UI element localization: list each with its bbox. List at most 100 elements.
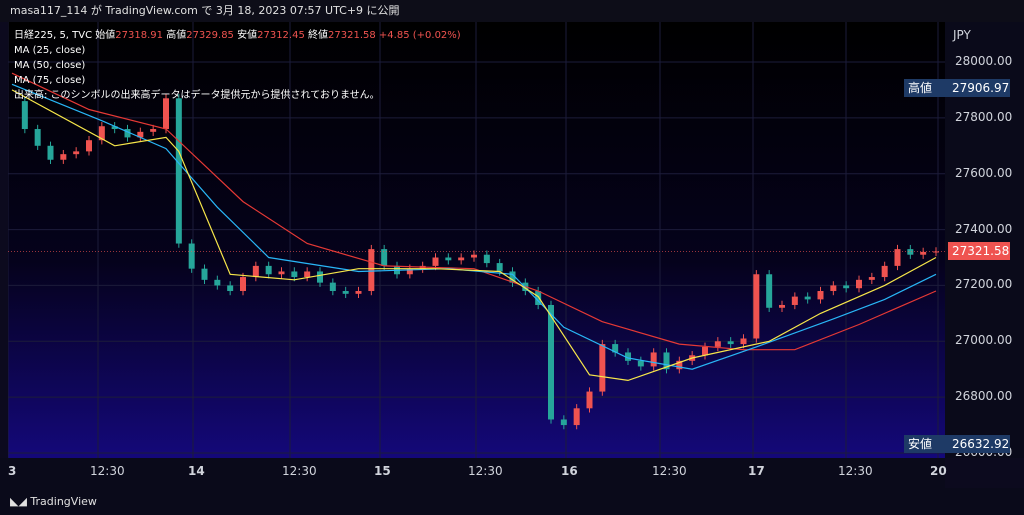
high-value: 27329.85 (186, 30, 234, 41)
candle-body (740, 338, 747, 345)
candle-body (445, 257, 452, 261)
footer (0, 488, 1024, 515)
candle-body (625, 352, 631, 361)
publish-header: masa117_114 が TradingView.com で 3月 18, 2… (0, 0, 1024, 22)
ma25-legend[interactable]: MA (25, close) (14, 45, 86, 56)
time-tick-label: 20 (930, 464, 947, 478)
time-tick-label: 12:30 (468, 464, 503, 478)
candle-body (804, 296, 811, 300)
candle-body (791, 296, 798, 305)
low-label: 安値 (237, 30, 258, 41)
candle-body (150, 129, 157, 132)
current-price-tag: 27321.58 (948, 242, 1010, 260)
price-tick-label: 27800.00 (955, 109, 1013, 124)
candle-body (124, 129, 131, 138)
candle-body (34, 129, 41, 146)
candle-body (612, 344, 619, 353)
time-tick-label: 17 (748, 464, 765, 478)
candle-body (214, 279, 221, 286)
candle-body (727, 341, 734, 345)
candle-body (406, 268, 413, 275)
candle-body (175, 98, 182, 244)
candle-body (599, 344, 606, 392)
candle-body (368, 249, 375, 292)
ma75-legend[interactable]: MA (75, close) (14, 75, 86, 86)
candle-body (676, 360, 683, 370)
candle-body (432, 257, 439, 266)
candle-body (291, 271, 298, 278)
candle-body (868, 277, 875, 280)
time-axis[interactable] (0, 458, 945, 488)
close-value: 27321.58 (328, 30, 376, 41)
candle-body (355, 291, 362, 294)
candle-body (714, 341, 721, 347)
candle-body (663, 352, 670, 370)
candle-body (188, 243, 195, 269)
price-tick-label: 27000.00 (955, 333, 1013, 348)
time-tick-label: 3 (8, 464, 17, 478)
candle-body (240, 277, 246, 292)
chart-legend: 日経225, 5, TVC 始値27318.91 高値27329.85 安値27… (14, 28, 461, 103)
candle-body (573, 408, 580, 426)
candle-body (86, 140, 92, 152)
candle-body (304, 271, 311, 278)
candle-body (317, 271, 323, 283)
candle-body (637, 360, 644, 367)
candle-body (856, 279, 862, 289)
time-tick-label: 14 (188, 464, 205, 478)
time-tick-label: 12:30 (90, 464, 125, 478)
low-value: 27312.45 (257, 30, 305, 41)
candle-body (60, 154, 67, 160)
ma75-line (11, 72, 937, 351)
candle-body (907, 249, 914, 255)
ohlc-row: 日経225, 5, TVC 始値27318.91 高値27329.85 安値27… (14, 28, 461, 43)
candle-body (843, 285, 850, 289)
candle-body (265, 265, 272, 275)
candle-body (920, 251, 927, 255)
candle-body (381, 249, 388, 266)
price-tick-label: 27400.00 (955, 221, 1013, 236)
candle-body (252, 265, 259, 278)
time-tick-label: 15 (374, 464, 391, 478)
change-value: +4.85 (+0.02%) (378, 30, 461, 41)
candle-body (766, 274, 773, 308)
time-tick-label: 12:30 (838, 464, 873, 478)
candle-body (98, 126, 105, 141)
price-tick-label: 27600.00 (955, 165, 1013, 180)
high-label: 高値 (166, 30, 187, 41)
candle-body (702, 346, 708, 356)
chart-pane[interactable] (8, 22, 945, 458)
open-label: 始値 (95, 30, 116, 41)
tradingview-logo[interactable]: ◣◢ TradingView (10, 495, 97, 508)
candle-body (342, 291, 349, 294)
candle-body (137, 131, 144, 138)
publish-info: masa117_114 が TradingView.com で 3月 18, 2… (10, 4, 400, 17)
candle-body (47, 145, 54, 160)
candle-body (881, 265, 888, 278)
candle-body (535, 291, 542, 305)
currency-label: JPY (953, 28, 971, 42)
time-tick-label: 12:30 (652, 464, 687, 478)
time-tick-label: 12:30 (282, 464, 317, 478)
candle-body (830, 285, 837, 292)
candle-body (201, 268, 208, 280)
ma25-line (11, 89, 937, 382)
candle-body (163, 98, 169, 130)
price-tick-label: 27200.00 (955, 277, 1013, 292)
symbol-label: 日経225, 5, TVC (14, 30, 93, 41)
candle-body (817, 291, 824, 300)
candle-body (278, 271, 285, 275)
price-chart-svg[interactable] (8, 22, 945, 458)
candle-body (471, 254, 477, 258)
candle-body (496, 263, 503, 272)
volume-note: 出来高: このシンボルの出来高データはデータ提供元から提供されておりません。 (14, 90, 380, 101)
ma50-legend[interactable]: MA (50, close) (14, 60, 86, 71)
price-tick-label: 28000.00 (955, 54, 1013, 68)
candle-body (548, 304, 554, 420)
open-value: 27318.91 (115, 30, 164, 41)
price-tick-label: 26800.00 (955, 389, 1013, 404)
low-tag-label: 安値 (904, 435, 950, 453)
close-label: 終値 (308, 30, 329, 41)
candle-body (329, 282, 336, 292)
ma50-line (11, 83, 937, 370)
